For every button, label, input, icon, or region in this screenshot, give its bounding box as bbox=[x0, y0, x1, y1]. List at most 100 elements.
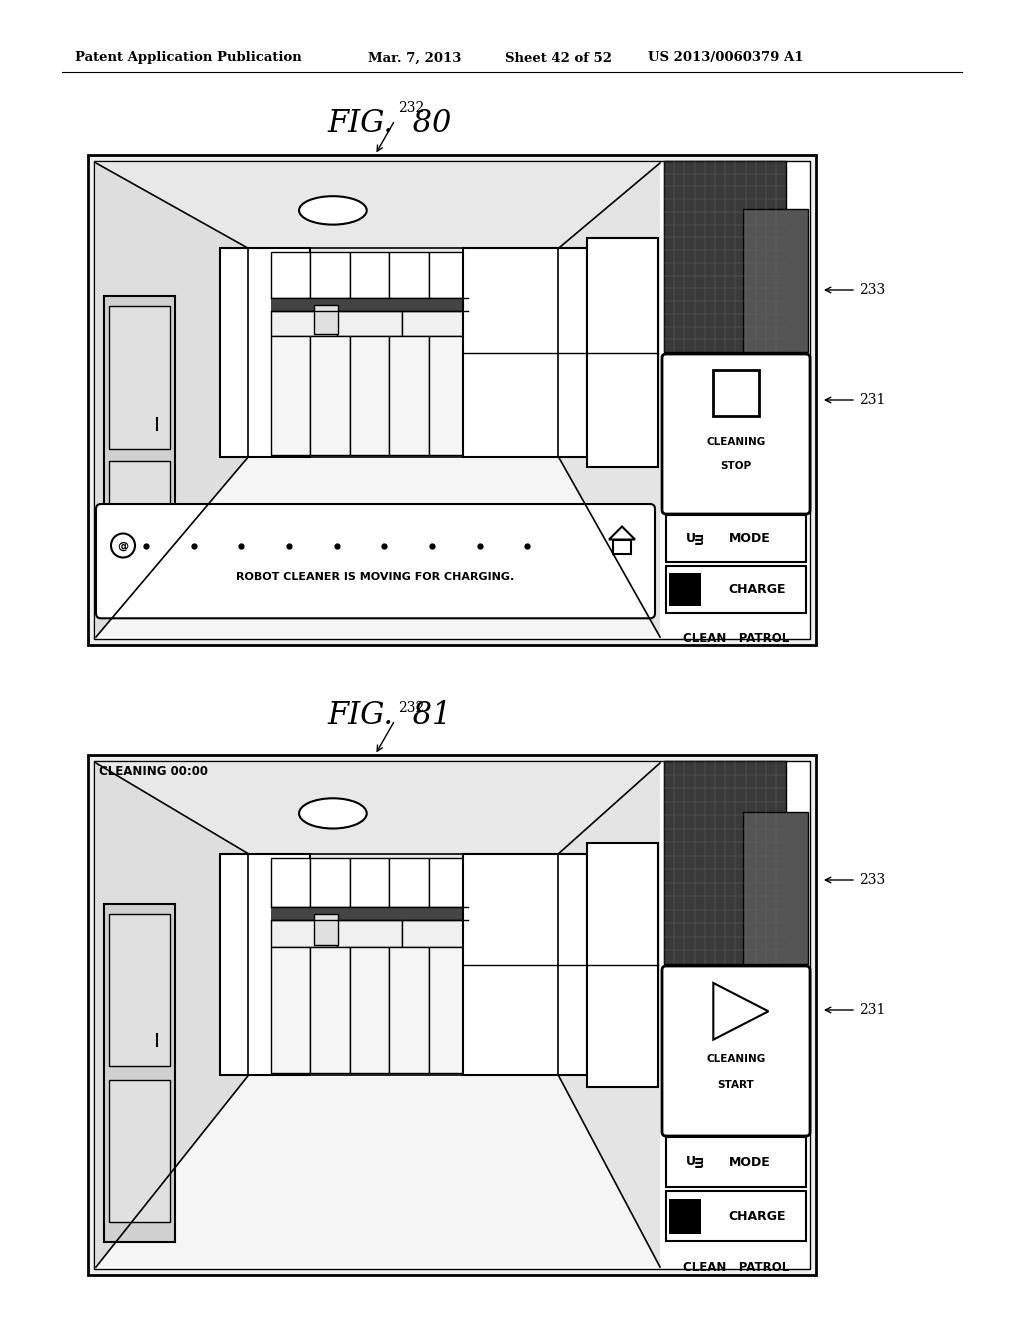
Bar bbox=[270, 335, 310, 455]
Bar bbox=[109, 915, 170, 1067]
Text: CHARGE: CHARGE bbox=[729, 1209, 786, 1222]
Text: 231: 231 bbox=[859, 393, 886, 407]
Polygon shape bbox=[96, 162, 248, 638]
Text: CLEAN   PATROL: CLEAN PATROL bbox=[683, 1261, 790, 1274]
Bar bbox=[666, 1191, 806, 1241]
Bar bbox=[666, 566, 806, 612]
Polygon shape bbox=[558, 162, 660, 638]
Bar bbox=[587, 842, 658, 1086]
Polygon shape bbox=[248, 248, 558, 457]
Text: CLEAN   PATROL: CLEAN PATROL bbox=[683, 632, 790, 645]
Text: MODE: MODE bbox=[729, 1155, 770, 1168]
Bar bbox=[664, 161, 786, 352]
Text: Uᴟ: Uᴟ bbox=[686, 1155, 705, 1168]
Text: ROBOT CLEANER IS MOVING FOR CHARGING.: ROBOT CLEANER IS MOVING FOR CHARGING. bbox=[237, 572, 515, 582]
Ellipse shape bbox=[299, 197, 367, 224]
Polygon shape bbox=[248, 854, 558, 1076]
Text: 233: 233 bbox=[859, 282, 886, 297]
Text: MODE: MODE bbox=[729, 532, 770, 545]
Bar bbox=[270, 920, 337, 946]
Bar bbox=[402, 312, 468, 335]
Text: @: @ bbox=[118, 540, 129, 550]
Polygon shape bbox=[96, 457, 660, 638]
Bar bbox=[270, 252, 310, 298]
Bar bbox=[310, 335, 350, 455]
Polygon shape bbox=[714, 983, 768, 1040]
Polygon shape bbox=[558, 763, 660, 1267]
Bar bbox=[350, 858, 389, 907]
Bar bbox=[350, 946, 389, 1073]
Bar bbox=[109, 461, 170, 594]
Bar bbox=[463, 248, 587, 457]
FancyBboxPatch shape bbox=[96, 504, 655, 618]
Text: 232: 232 bbox=[398, 701, 424, 715]
Text: CLEANING: CLEANING bbox=[707, 1055, 766, 1064]
Bar bbox=[669, 573, 700, 606]
Text: Uᴟ: Uᴟ bbox=[686, 532, 705, 545]
Bar bbox=[666, 1137, 806, 1187]
Bar bbox=[310, 858, 350, 907]
Bar bbox=[94, 161, 810, 639]
Bar bbox=[109, 306, 170, 449]
Bar bbox=[389, 946, 429, 1073]
Text: 232: 232 bbox=[398, 102, 424, 115]
Polygon shape bbox=[96, 162, 660, 248]
Bar bbox=[429, 946, 468, 1073]
Bar bbox=[310, 252, 350, 298]
Bar bbox=[389, 252, 429, 298]
Text: CLEANING: CLEANING bbox=[707, 437, 766, 446]
Polygon shape bbox=[609, 527, 635, 540]
Bar bbox=[664, 762, 786, 964]
Text: US 2013/0060379 A1: US 2013/0060379 A1 bbox=[648, 51, 804, 65]
Bar bbox=[429, 252, 468, 298]
Bar bbox=[104, 296, 175, 614]
Bar bbox=[109, 1080, 170, 1221]
Text: 233: 233 bbox=[859, 873, 886, 887]
Bar bbox=[337, 920, 402, 946]
Bar bbox=[314, 305, 338, 334]
Bar bbox=[96, 162, 660, 638]
Text: STOP: STOP bbox=[721, 461, 752, 471]
Bar bbox=[94, 762, 810, 1269]
Bar bbox=[743, 209, 808, 352]
Bar bbox=[310, 946, 350, 1073]
Polygon shape bbox=[96, 763, 660, 854]
Bar bbox=[270, 946, 310, 1073]
Text: FIG.  81: FIG. 81 bbox=[328, 700, 453, 731]
Bar bbox=[389, 858, 429, 907]
Bar bbox=[88, 755, 816, 1275]
Text: Sheet 42 of 52: Sheet 42 of 52 bbox=[505, 51, 612, 65]
Bar bbox=[429, 858, 468, 907]
Bar bbox=[270, 298, 468, 312]
Bar bbox=[220, 248, 310, 457]
Bar bbox=[713, 370, 759, 416]
Bar bbox=[743, 812, 808, 964]
Bar bbox=[587, 238, 658, 467]
Bar bbox=[314, 913, 338, 945]
Text: CLEANING 00:00: CLEANING 00:00 bbox=[99, 766, 208, 777]
Bar bbox=[389, 335, 429, 455]
FancyBboxPatch shape bbox=[662, 354, 810, 513]
FancyBboxPatch shape bbox=[662, 966, 810, 1137]
Bar bbox=[463, 854, 587, 1076]
Text: FIG.  80: FIG. 80 bbox=[328, 108, 453, 139]
Bar bbox=[613, 540, 631, 553]
Bar bbox=[104, 904, 175, 1242]
Text: CHARGE: CHARGE bbox=[729, 583, 786, 597]
Text: Patent Application Publication: Patent Application Publication bbox=[75, 51, 302, 65]
Polygon shape bbox=[96, 763, 248, 1267]
Polygon shape bbox=[96, 1076, 660, 1267]
Bar bbox=[96, 763, 660, 1267]
Bar bbox=[350, 252, 389, 298]
Text: 231: 231 bbox=[859, 1003, 886, 1016]
Bar bbox=[666, 515, 806, 562]
Text: START: START bbox=[718, 1080, 755, 1090]
Bar bbox=[220, 854, 310, 1076]
Bar bbox=[270, 858, 310, 907]
Bar bbox=[669, 1199, 700, 1233]
Bar bbox=[270, 312, 337, 335]
Text: Mar. 7, 2013: Mar. 7, 2013 bbox=[368, 51, 462, 65]
Bar bbox=[88, 154, 816, 645]
Bar bbox=[350, 335, 389, 455]
Bar bbox=[337, 312, 402, 335]
